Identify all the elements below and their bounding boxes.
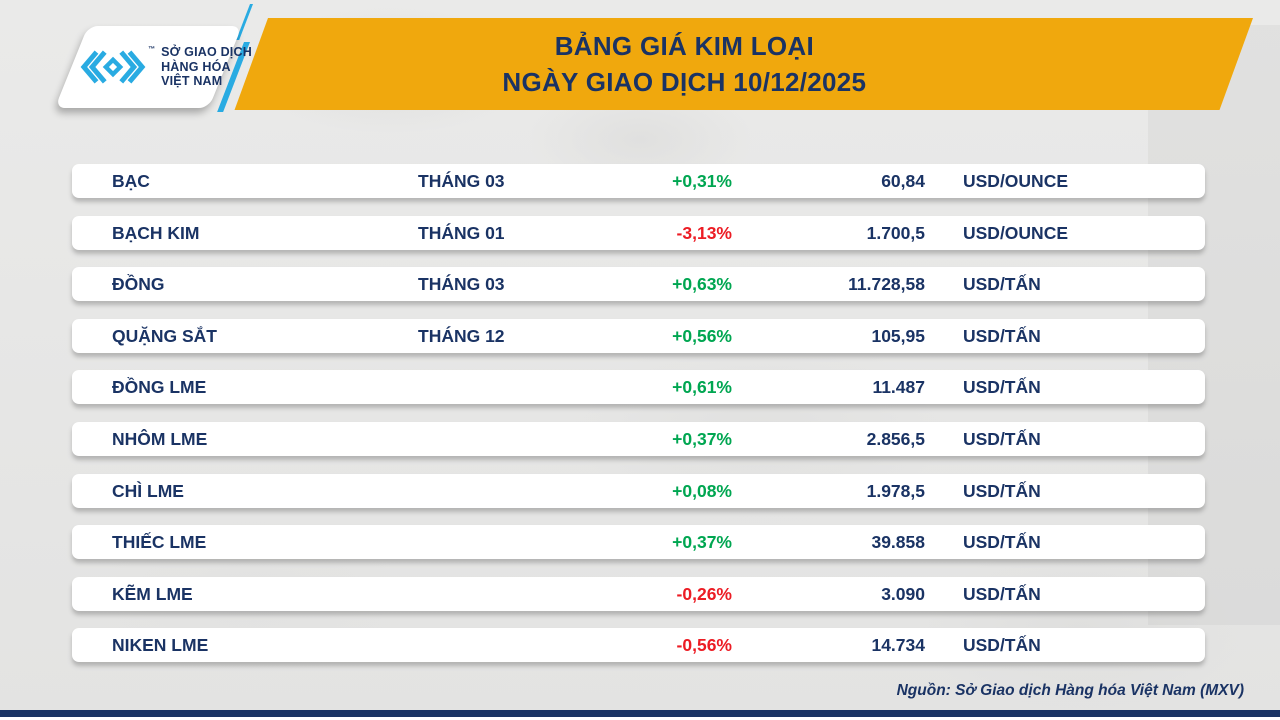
price-unit: USD/TẤN <box>963 274 1041 294</box>
change-percent: +0,08% <box>672 481 732 501</box>
mxv-logo-text-line2: HÀNG HÓA <box>161 59 231 74</box>
change-percent: -0,26% <box>676 584 732 604</box>
table-row: BẠC THÁNG 03 +0,31% 60,84 USD/OUNCE <box>72 164 1205 198</box>
commodity-name: ĐỒNG <box>112 274 165 294</box>
table-row: BẠCH KIM THÁNG 01 -3,13% 1.700,5 USD/OUN… <box>72 216 1205 250</box>
page-title-line2: NGÀY GIAO DỊCH 10/12/2025 <box>502 67 867 97</box>
page-title-line1: BẢNG GIÁ KIM LOẠI <box>554 31 815 61</box>
change-percent: +0,63% <box>672 274 732 294</box>
table-row: ĐỒNG THÁNG 03 +0,63% 11.728,58 USD/TẤN <box>72 267 1205 301</box>
change-percent: -3,13% <box>676 223 732 243</box>
contract-month: THÁNG 01 <box>418 223 505 243</box>
bottom-navy-bar <box>0 710 1280 717</box>
commodity-name: ĐỒNG LME <box>112 377 207 397</box>
contract-month: THÁNG 03 <box>418 274 505 294</box>
price-unit: USD/TẤN <box>963 326 1041 346</box>
mxv-logo-text-line1: SỞ GIAO DỊCH <box>161 45 252 60</box>
commodity-name: KẼM LME <box>112 584 193 604</box>
table-row: NHÔM LME +0,37% 2.856,5 USD/TẤN <box>72 422 1205 456</box>
price-value: 1.700,5 <box>866 223 925 243</box>
mxv-logo-content: ™ SỞ GIAO DỊCH HÀNG HÓA VIỆT NAM <box>80 26 252 108</box>
mxv-logo: ™ SỞ GIAO DỊCH HÀNG HÓA VIỆT NAM <box>54 26 252 108</box>
table-row: NIKEN LME -0,56% 14.734 USD/TẤN <box>72 628 1205 662</box>
table-row: KẼM LME -0,26% 3.090 USD/TẤN <box>72 577 1205 611</box>
price-unit: USD/OUNCE <box>963 171 1069 191</box>
price-unit: USD/OUNCE <box>963 223 1069 243</box>
mxv-logo-text-line3: VIỆT NAM <box>161 74 223 89</box>
commodity-name: THIẾC LME <box>112 532 207 552</box>
contract-month: THÁNG 03 <box>418 171 505 191</box>
table-row: CHÌ LME +0,08% 1.978,5 USD/TẤN <box>72 474 1205 508</box>
trademark-symbol: ™ <box>148 46 156 53</box>
title-banner: BẢNG GIÁ KIM LOẠI NGÀY GIAO DỊCH 10/12/2… <box>234 18 1253 110</box>
price-unit: USD/TẤN <box>963 532 1041 552</box>
change-percent: +0,61% <box>672 377 732 397</box>
commodity-name: CHÌ LME <box>112 481 184 501</box>
price-value: 2.856,5 <box>866 429 925 449</box>
mxv-logo-text: SỞ GIAO DỊCH HÀNG HÓA VIỆT NAM <box>161 45 252 89</box>
commodity-name: BẠCH KIM <box>112 223 200 243</box>
change-percent: -0,56% <box>676 635 732 655</box>
price-table: BẠC THÁNG 03 +0,31% 60,84 USD/OUNCE BẠCH… <box>72 164 1205 664</box>
commodity-name: NIKEN LME <box>112 635 209 655</box>
commodity-name: BẠC <box>112 171 150 191</box>
source-credit: Nguồn: Sở Giao dịch Hàng hóa Việt Nam (M… <box>896 682 1244 699</box>
price-unit: USD/TẤN <box>963 584 1041 604</box>
table-row: ĐỒNG LME +0,61% 11.487 USD/TẤN <box>72 370 1205 404</box>
price-value: 1.978,5 <box>866 481 925 501</box>
change-percent: +0,31% <box>672 171 732 191</box>
change-percent: +0,37% <box>672 429 732 449</box>
price-unit: USD/TẤN <box>963 429 1041 449</box>
table-row: QUẶNG SẮT THÁNG 12 +0,56% 105,95 USD/TẤN <box>72 319 1205 353</box>
price-value: 11.487 <box>872 377 925 397</box>
price-value: 105,95 <box>871 326 925 346</box>
commodity-name: QUẶNG SẮT <box>112 326 217 346</box>
price-unit: USD/TẤN <box>963 481 1041 501</box>
price-value: 39.858 <box>871 532 925 552</box>
bottom-white-strip <box>0 717 1280 720</box>
price-value: 3.090 <box>881 584 925 604</box>
contract-month: THÁNG 12 <box>418 326 505 346</box>
price-unit: USD/TẤN <box>963 635 1041 655</box>
price-unit: USD/TẤN <box>963 377 1041 397</box>
mxv-chevron-mark-icon <box>80 50 146 84</box>
price-value: 60,84 <box>881 171 925 191</box>
commodity-name: NHÔM LME <box>112 429 208 449</box>
change-percent: +0,56% <box>672 326 732 346</box>
price-value: 11.728,58 <box>848 274 925 294</box>
page-title: BẢNG GIÁ KIM LOẠI NGÀY GIAO DỊCH 10/12/2… <box>264 28 1104 108</box>
price-value: 14.734 <box>871 635 925 655</box>
table-row: THIẾC LME +0,37% 39.858 USD/TẤN <box>72 525 1205 559</box>
change-percent: +0,37% <box>672 532 732 552</box>
